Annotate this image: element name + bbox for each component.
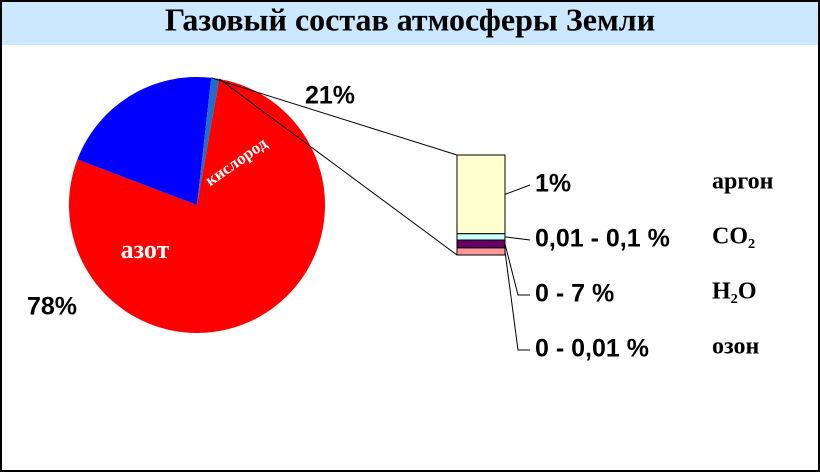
- slice-label: азот: [121, 235, 170, 264]
- value-label: 21%: [305, 82, 355, 110]
- range-label: 0 - 0,01 %: [535, 335, 649, 363]
- gas-name: озон: [712, 334, 760, 360]
- pie-slice: [68, 78, 325, 333]
- leader: [504, 251, 530, 351]
- connector: [218, 78, 458, 256]
- value-label: 78%: [27, 293, 77, 321]
- gas-name: аргон: [712, 169, 774, 195]
- range-label: 0 - 7 %: [535, 280, 614, 308]
- pie-slice: [197, 77, 220, 205]
- range-label: 1%: [535, 170, 571, 198]
- title-band: [2, 2, 818, 45]
- connector: [211, 77, 458, 156]
- leader: [504, 243, 530, 296]
- bar-segment: [456, 247, 506, 256]
- bar-segment: [456, 239, 506, 249]
- gas-name: H₂O: [712, 279, 757, 305]
- pie-slice: [77, 77, 212, 205]
- bar-segment: [456, 233, 506, 241]
- gas-name: CO₂: [712, 224, 755, 250]
- bar-segment: [456, 154, 506, 235]
- leader: [504, 184, 531, 195]
- leader: [504, 236, 531, 241]
- chart-title: Газовый состав атмосферы Земли: [165, 1, 655, 37]
- range-label: 0,01 - 0,1 %: [535, 225, 670, 253]
